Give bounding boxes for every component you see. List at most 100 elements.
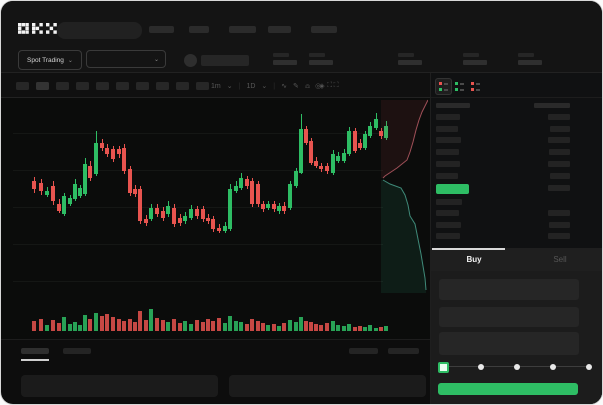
book-bids-only-toggle[interactable] <box>452 79 467 94</box>
volume-bar <box>201 322 205 331</box>
candle-body <box>256 184 260 204</box>
candle-body <box>331 154 335 173</box>
volume-bar <box>223 323 227 331</box>
search-input[interactable] <box>57 22 142 39</box>
volume-bar <box>172 319 176 331</box>
chart-tool-icon[interactable]: 1D <box>246 82 256 90</box>
slider-stop-dot[interactable] <box>514 364 520 370</box>
bottom-action-placeholder[interactable] <box>349 348 378 354</box>
candle-body <box>166 206 170 214</box>
candle-body <box>155 208 159 214</box>
slider-stop-dot[interactable] <box>550 364 556 370</box>
last-price-badge[interactable] <box>436 184 469 194</box>
ask-price-placeholder[interactable] <box>436 172 458 179</box>
slider-handle[interactable] <box>438 362 449 373</box>
nav-item[interactable] <box>311 26 337 33</box>
ask-price-placeholder[interactable] <box>436 160 460 167</box>
bottom-tab-active[interactable] <box>21 348 49 354</box>
slider-stop-dot[interactable] <box>586 364 592 370</box>
market-type-dropdown[interactable]: Spot Trading ⌄ <box>18 50 82 70</box>
candle-body <box>379 131 383 136</box>
gridline <box>13 207 383 208</box>
candle-body <box>32 181 36 189</box>
candle-body <box>133 189 137 194</box>
interval-button[interactable] <box>196 82 209 90</box>
chart-tool-icon[interactable]: ⌄ <box>226 83 233 90</box>
candle-body <box>342 153 346 161</box>
slider-stop-dot[interactable] <box>478 364 484 370</box>
volume-bar <box>105 314 109 331</box>
book-bids-only-icon <box>454 81 465 92</box>
buy-submit-button[interactable] <box>438 383 578 395</box>
volume-bar <box>331 321 335 331</box>
order-input-field[interactable] <box>439 332 579 355</box>
bottom-panel-button[interactable] <box>21 375 218 397</box>
chart-tool-icon[interactable]: ∿ <box>281 83 287 90</box>
volume-bar <box>319 325 323 331</box>
interval-button[interactable] <box>36 82 49 90</box>
nav-item[interactable] <box>149 26 174 33</box>
interval-button[interactable] <box>96 82 109 90</box>
candle-body <box>353 131 357 151</box>
bottom-tab[interactable] <box>63 348 91 354</box>
interval-button[interactable] <box>136 82 149 90</box>
volume-bar <box>178 323 182 331</box>
chart-tool-icon[interactable]: ⌂ <box>304 82 310 90</box>
volume-bar <box>128 319 132 331</box>
bid-price-placeholder[interactable] <box>436 199 462 205</box>
chart-tool-icon[interactable]: ⛶ <box>327 82 333 89</box>
interval-button[interactable] <box>116 82 129 90</box>
chart-tool-icon[interactable]: ✎ <box>292 83 299 90</box>
bid-amount-placeholder <box>548 233 570 240</box>
order-input-field[interactable] <box>439 279 579 300</box>
ask-amount-placeholder <box>549 149 570 156</box>
pair-dropdown[interactable]: ⌄ <box>86 50 166 68</box>
ask-price-placeholder[interactable] <box>436 137 461 144</box>
settings-icon[interactable]: ◈ <box>319 83 325 90</box>
volume-bar <box>304 321 308 331</box>
nav-item[interactable] <box>189 26 209 33</box>
order-input-field[interactable] <box>439 307 579 327</box>
interval-button[interactable] <box>16 82 29 90</box>
interval-button[interactable] <box>76 82 89 90</box>
stat-value-placeholder <box>398 60 422 65</box>
stat-label-placeholder <box>273 53 289 57</box>
candle-body <box>78 188 82 196</box>
candle-body <box>223 226 227 231</box>
tab-buy[interactable]: Buy <box>431 248 517 271</box>
volume-bar <box>62 317 66 331</box>
bid-price-placeholder[interactable] <box>436 221 461 228</box>
volume-bar <box>206 319 210 331</box>
interval-button[interactable] <box>156 82 169 90</box>
stat-label-placeholder <box>398 53 414 57</box>
volume-bar <box>117 319 121 331</box>
candle-body <box>144 219 148 223</box>
interval-button[interactable] <box>176 82 189 90</box>
ask-price-placeholder[interactable] <box>436 125 458 132</box>
candle-body <box>94 143 98 174</box>
chart-tool-icon[interactable]: ⌄ <box>261 83 268 90</box>
toolbar-divider <box>1 97 602 98</box>
candle-body <box>304 129 308 143</box>
gridline <box>13 281 383 282</box>
nav-item[interactable] <box>268 26 291 33</box>
interval-button[interactable] <box>56 82 69 90</box>
fullscreen-icon[interactable]: ⛶ <box>333 82 339 89</box>
nav-item[interactable] <box>229 26 256 33</box>
book-asks-only-toggle[interactable] <box>468 79 483 94</box>
chart-tool-icon[interactable]: 1m <box>211 82 221 90</box>
bid-price-placeholder[interactable] <box>436 233 460 240</box>
ask-price-placeholder[interactable] <box>436 114 460 120</box>
camera-icon[interactable]: ⌂ <box>306 82 311 90</box>
volume-bar <box>39 319 43 331</box>
bottom-panel-button[interactable] <box>229 375 426 397</box>
book-combined-toggle[interactable] <box>436 79 451 94</box>
chart-background <box>1 97 430 339</box>
bottom-action-placeholder[interactable] <box>388 348 419 354</box>
volume-bar <box>228 316 232 331</box>
ask-price-placeholder[interactable] <box>436 149 459 156</box>
chart-tool-icon[interactable]: ◎ <box>315 83 322 90</box>
tab-sell[interactable]: Sell <box>553 255 567 264</box>
volume-bar <box>272 324 276 331</box>
bid-price-placeholder[interactable] <box>436 210 459 217</box>
